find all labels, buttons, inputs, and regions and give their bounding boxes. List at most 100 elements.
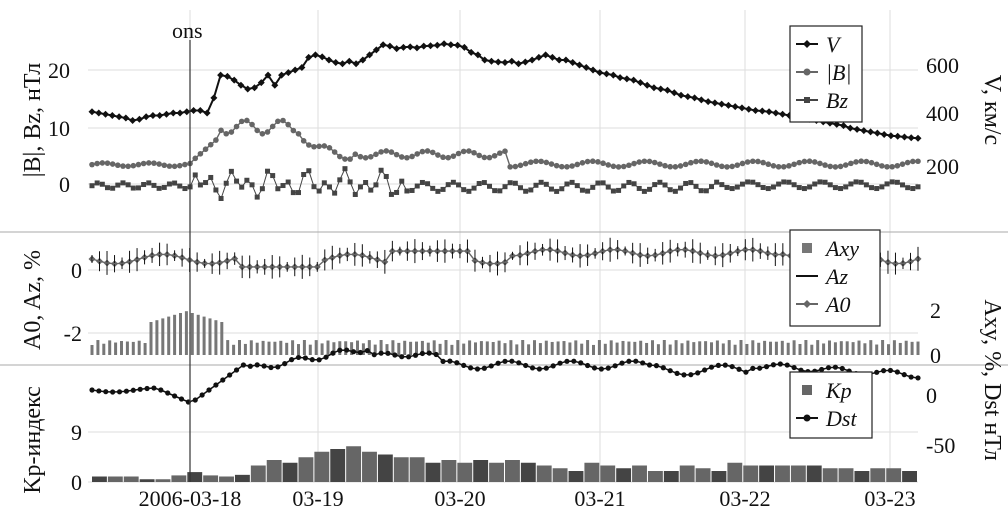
series-Axy-bar <box>645 342 649 355</box>
series-Bz-point <box>626 179 632 185</box>
series-Kp-bar <box>727 462 743 482</box>
series-Bz-point <box>543 181 549 187</box>
series-B-point <box>512 163 519 170</box>
series-B-point <box>569 163 575 169</box>
series-Axy-bar <box>102 343 106 355</box>
series-B-point <box>894 162 901 169</box>
series-V-point <box>190 106 198 114</box>
series-Kp-bar <box>505 460 520 482</box>
series-Axy-bar <box>769 341 772 355</box>
series-V-point <box>454 41 462 49</box>
series-B-point <box>558 163 565 170</box>
series-B-point <box>719 163 725 170</box>
series-V-point <box>183 108 191 116</box>
onset-label: ons <box>172 18 203 43</box>
series-V-point <box>724 101 732 109</box>
series-Bz-point <box>853 179 859 185</box>
series-Bz-point <box>693 183 699 189</box>
series-V-point <box>718 100 726 108</box>
series-Bz-point <box>373 182 379 188</box>
series-Bz-point <box>337 177 343 183</box>
series-B-point <box>806 158 813 165</box>
series-V-point <box>623 75 631 83</box>
series-Bz-point <box>678 185 684 191</box>
series-Bz-point <box>430 185 436 191</box>
series-Axy-bar <box>479 341 483 355</box>
series-B-point <box>404 154 410 161</box>
series-Axy-bar <box>603 343 607 355</box>
series-V-point <box>609 71 617 79</box>
series-B-point <box>682 161 689 168</box>
series-B-point <box>145 160 152 166</box>
series-Kp-bar <box>743 465 759 482</box>
series-B-point <box>244 117 250 124</box>
series-Bz-point <box>776 181 782 187</box>
series-Bz-point <box>745 179 751 185</box>
series-Bz-point <box>228 168 234 174</box>
series-B-point <box>398 154 405 160</box>
series-Kp-bar <box>171 475 187 482</box>
series-B-point <box>306 142 312 148</box>
series-B-point <box>140 160 147 167</box>
series-B-point <box>765 161 772 168</box>
series-B-point <box>471 149 477 156</box>
series-Bz-point <box>172 180 178 186</box>
series-Axy-bar <box>780 340 784 355</box>
series-V-point <box>765 108 773 116</box>
series-Axy-bar <box>350 342 354 355</box>
series-Bz-point <box>729 186 735 192</box>
series-Axy-bar <box>521 340 525 355</box>
series-V-point <box>650 84 658 92</box>
series-B-point <box>522 160 529 167</box>
series-Bz-point <box>631 181 637 187</box>
bottom-right-tick: -50 <box>926 433 955 458</box>
series-Kp-bar <box>409 457 425 482</box>
series-B-point <box>435 152 441 158</box>
series-Bz-point <box>734 184 740 190</box>
series-B-point <box>533 158 539 165</box>
series-Axy-bar <box>456 340 460 355</box>
series-B-point <box>99 160 106 166</box>
series-Bz-point <box>585 188 591 194</box>
series-Kp-bar <box>552 468 568 482</box>
series-B-point <box>801 158 808 165</box>
series-V-point <box>555 56 563 64</box>
series-Bz-point <box>910 186 916 192</box>
series-Bz-point <box>481 180 487 186</box>
series-Bz-point <box>476 181 482 187</box>
series-B-point <box>156 161 162 167</box>
series-V-point <box>169 109 177 117</box>
series-Axy-bar <box>332 342 336 355</box>
series-Bz-point <box>739 181 745 187</box>
series-Kp-bar <box>822 468 838 482</box>
series-Axy-bar <box>774 341 778 355</box>
series-Bz-point <box>197 182 203 188</box>
series-B-point <box>744 159 751 165</box>
series-V-point <box>122 114 130 122</box>
series-B-point <box>337 153 343 160</box>
series-Bz-point <box>445 182 451 188</box>
series-V-point <box>691 94 699 102</box>
top-left-tick: 0 <box>59 172 70 197</box>
series-B-point <box>151 160 157 166</box>
series-Bz-point <box>863 182 869 188</box>
series-Bz-point <box>517 185 523 191</box>
tick-labels: 2006-03-18 03-19 03-20 03-21 03-22 03-2301020… <box>48 53 959 511</box>
series-B-point <box>755 158 761 165</box>
series-Bz-point <box>141 182 147 188</box>
series-B-point <box>466 148 472 154</box>
series-B-point <box>197 150 204 157</box>
series-V-point <box>440 40 448 48</box>
series-Bz-point <box>399 178 405 184</box>
series-Axy-bar <box>721 343 725 355</box>
series-Kp-bar <box>647 471 663 482</box>
series-V-point <box>210 94 218 102</box>
series-B-point <box>326 144 333 151</box>
series-Axy-bar <box>798 343 802 355</box>
series-Axy-bar <box>120 341 123 355</box>
series-B-point <box>904 159 911 166</box>
series-V-point <box>528 56 536 64</box>
series-B-point <box>491 152 498 159</box>
series-Kp-bar <box>266 460 282 482</box>
series-B-point <box>352 151 359 158</box>
